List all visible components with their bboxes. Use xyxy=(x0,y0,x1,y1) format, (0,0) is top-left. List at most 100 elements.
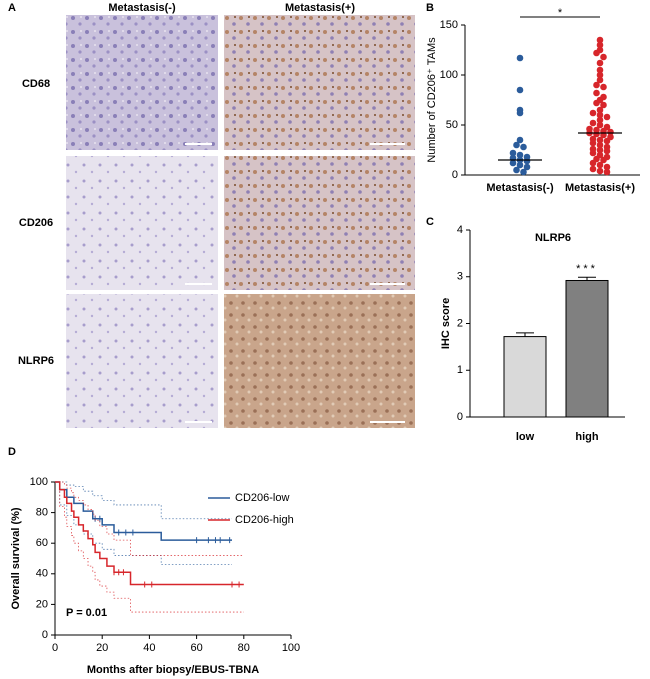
column-header: Metastasis(-) xyxy=(108,2,176,14)
data-point xyxy=(596,111,604,119)
data-point xyxy=(596,136,604,144)
x-tick-label: 40 xyxy=(143,642,155,654)
confidence-band xyxy=(55,481,244,556)
data-point xyxy=(600,83,607,91)
y-tick-label: 60 xyxy=(36,537,48,549)
y-tick-label: 20 xyxy=(36,598,48,610)
y-tick-label: 40 xyxy=(36,568,48,580)
y-tick-label: 0 xyxy=(42,629,48,641)
y-tick-label: 80 xyxy=(36,507,48,519)
significance-label: * xyxy=(558,7,563,19)
data-point xyxy=(600,156,607,164)
panel-label: B xyxy=(426,2,434,14)
y-axis-label: IHC score xyxy=(440,298,452,349)
x-tick-label: high xyxy=(575,431,598,443)
data-point xyxy=(523,157,531,165)
data-point xyxy=(596,41,604,49)
y-tick-label: 4 xyxy=(457,224,463,236)
data-point xyxy=(589,165,597,173)
y-tick-label: 100 xyxy=(30,476,48,488)
y-tick-label: 0 xyxy=(452,169,458,181)
data-point xyxy=(596,161,604,169)
x-tick-label: low xyxy=(516,431,535,443)
micrograph xyxy=(224,15,415,150)
x-tick-label: Metastasis(-) xyxy=(486,182,554,194)
survival-curve xyxy=(55,481,244,586)
data-point xyxy=(596,167,604,175)
row-label: NLRP6 xyxy=(18,355,54,367)
y-tick-label: 100 xyxy=(440,69,458,81)
p-value: P = 0.01 xyxy=(66,607,107,619)
data-point xyxy=(607,128,614,136)
data-point xyxy=(589,159,597,167)
data-point xyxy=(593,89,600,97)
y-tick-label: 2 xyxy=(457,317,463,329)
data-point xyxy=(596,71,604,79)
y-axis-label: Number of CD206⁺ TAMs xyxy=(426,37,438,163)
y-tick-label: 50 xyxy=(446,119,458,131)
micrograph xyxy=(224,156,415,290)
column-header: Metastasis(+) xyxy=(285,2,355,14)
legend-label: CD206-high xyxy=(235,514,294,526)
data-point xyxy=(589,119,597,127)
micrograph xyxy=(66,294,218,428)
data-point xyxy=(596,141,604,149)
data-point xyxy=(593,49,600,57)
panel-label: D xyxy=(8,446,16,458)
survival-curve xyxy=(55,481,232,541)
panel-a: A Metastasis(-) Metastasis(+) CD68 CD206… xyxy=(8,2,415,428)
data-point xyxy=(516,54,524,62)
data-point xyxy=(516,86,524,94)
data-point xyxy=(513,141,520,149)
data-point xyxy=(509,149,517,157)
row-label: CD206 xyxy=(19,217,53,229)
bar xyxy=(503,336,547,418)
data-point xyxy=(516,136,524,144)
row-label: CD68 xyxy=(22,78,50,90)
data-point xyxy=(523,163,531,171)
data-point xyxy=(600,101,607,109)
data-point xyxy=(603,113,611,121)
data-point xyxy=(593,130,600,138)
data-point xyxy=(596,66,604,74)
data-point xyxy=(596,116,604,124)
y-tick-label: 0 xyxy=(457,411,463,423)
y-tick-label: 150 xyxy=(440,19,458,31)
data-point xyxy=(513,166,520,174)
data-point xyxy=(520,168,527,176)
confidence-band xyxy=(55,481,244,613)
data-point xyxy=(603,163,611,171)
data-point xyxy=(516,151,524,159)
data-point xyxy=(509,159,517,167)
chart-title: NLRP6 xyxy=(535,232,571,244)
data-point xyxy=(596,76,604,84)
x-tick-label: 80 xyxy=(238,642,250,654)
data-point xyxy=(603,168,611,176)
x-tick-label: Metastasis(+) xyxy=(565,182,635,194)
micrograph xyxy=(66,15,218,150)
data-point xyxy=(589,139,597,147)
y-axis-label: Overall survival (%) xyxy=(10,507,22,609)
data-point xyxy=(520,143,527,151)
data-point xyxy=(596,36,604,44)
data-point xyxy=(596,59,604,67)
confidence-band xyxy=(55,481,232,566)
data-point xyxy=(603,147,611,155)
significance-label: *** xyxy=(576,263,598,275)
legend-label: CD206-low xyxy=(235,492,289,504)
x-tick-label: 20 xyxy=(96,642,108,654)
data-point xyxy=(596,146,604,154)
data-point xyxy=(596,106,604,114)
panel-label: C xyxy=(426,216,434,228)
data-point xyxy=(593,99,600,107)
x-tick-label: 60 xyxy=(190,642,202,654)
data-point xyxy=(516,161,524,169)
x-tick-label: 100 xyxy=(282,642,300,654)
x-axis-label: Months after biopsy/EBUS-TBNA xyxy=(87,664,259,676)
x-tick-label: 0 xyxy=(52,642,58,654)
data-point xyxy=(596,121,604,129)
panel-label: A xyxy=(8,2,16,14)
data-point xyxy=(589,149,597,157)
data-point xyxy=(600,53,607,61)
